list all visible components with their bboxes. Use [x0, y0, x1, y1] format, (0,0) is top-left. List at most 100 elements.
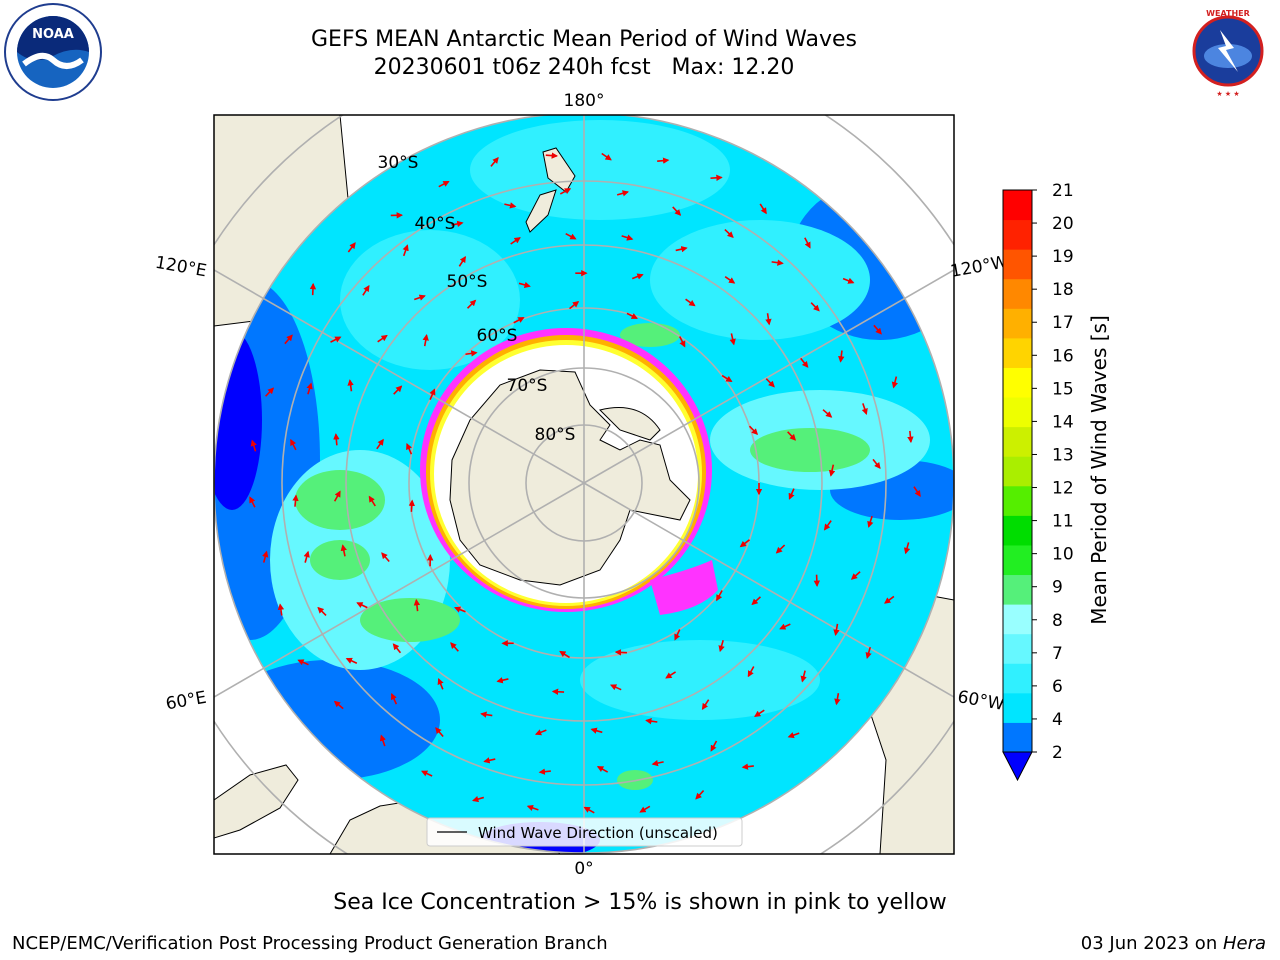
colorbar-tick-label: 13 [1052, 445, 1074, 465]
wind-wave-arrow [695, 790, 705, 800]
wind-wave-arrow [249, 496, 256, 508]
wind-wave-arrow [775, 544, 786, 554]
nws-logo: WEATHER ★ ★ ★ [1182, 5, 1274, 98]
lon-label-60e: 60°E [164, 688, 208, 715]
lat-label-30s: 30°S [378, 153, 419, 173]
graticule [214, 115, 954, 854]
wind-wave-arrow [891, 376, 898, 389]
wind-wave-arrow [362, 285, 370, 296]
colorbar-segment [1003, 692, 1032, 723]
wind-wave-arrow [657, 157, 670, 164]
colorbar-tick-label: 16 [1052, 346, 1074, 366]
wind-wave-arrow [420, 770, 433, 777]
lat-label-40s: 40°S [415, 214, 456, 234]
wind-wave-arrow [381, 552, 390, 562]
wind-wave-arrow [716, 590, 723, 602]
wind-wave-arrow [828, 464, 836, 477]
wind-wave-arrow [490, 156, 499, 167]
wind-wave-arrow [639, 805, 651, 813]
colorbar-tick-label: 21 [1052, 181, 1074, 201]
colorbar-label: Mean Period of Wind Waves [s] [1087, 315, 1111, 625]
wind-wave-arrow [284, 334, 293, 345]
wind-wave-arrow [679, 336, 686, 348]
wind-wave-arrow [724, 276, 736, 284]
colorbar-segment [1003, 544, 1032, 576]
wind-wave-arrow [834, 693, 841, 706]
wind-wave-arrow [590, 727, 603, 734]
wind-wave-arrow [779, 623, 791, 630]
wind-wave-arrow [413, 598, 421, 612]
colorbar-tick-label: 11 [1052, 512, 1074, 532]
wind-wave-arrow [429, 388, 436, 401]
chart-subtitle: 20230601 t06z 240h fcst Max: 12.20 [373, 55, 795, 80]
noaa-logo: NOAA [4, 3, 102, 101]
footer-credit: NCEP/EMC/Verification Post Processing Pr… [12, 933, 608, 954]
wind-wave-arrow [496, 677, 509, 684]
wind-wave-arrow [861, 403, 868, 416]
wind-wave-arrow [250, 439, 257, 452]
colorbar-segment [1003, 337, 1032, 368]
colorbar-tick-label: 9 [1052, 578, 1063, 598]
footer-host: Hera [1222, 933, 1266, 954]
wind-wave-arrow [435, 727, 444, 737]
lat-label-50s: 50°S [447, 272, 488, 292]
wind-wave-arrow [672, 206, 682, 216]
wind-wave-arrow [833, 623, 840, 636]
wind-wave-arrow [392, 643, 402, 654]
colorbar-segment [1003, 308, 1032, 339]
wind-wave-arrow [838, 350, 845, 363]
colorbar-extend-below [1002, 751, 1033, 782]
lat-label-70s: 70°S [507, 376, 548, 396]
wind-wave-arrow [559, 188, 572, 195]
colorbar-segment [1003, 249, 1032, 280]
colorbar-segment [1003, 367, 1032, 398]
wind-wave-arrow [665, 671, 677, 679]
colorbar-segment [1003, 426, 1032, 457]
wind-wave-arrow [303, 550, 310, 563]
wind-wave-arrow [596, 766, 609, 773]
wind-wave-arrow [290, 438, 297, 451]
wind-wave-arrow [466, 299, 477, 309]
wind-wave-arrow [504, 202, 517, 209]
wind-wave-arrow [518, 281, 531, 288]
colorbar-frame [1002, 189, 1033, 753]
colorbar-segment [1003, 604, 1032, 635]
wind-wave-arrow [390, 692, 398, 705]
colorbar-tick-label: 6 [1052, 677, 1063, 697]
wind-wave-arrow [788, 488, 795, 500]
wind-wave-arrow [754, 709, 765, 717]
wind-wave-arrow [850, 571, 861, 580]
wind-wave-arrow [710, 174, 723, 181]
wind-wave-arrow [787, 431, 797, 441]
wind-wave-arrow [614, 649, 627, 656]
wind-wave-arrow [356, 602, 368, 609]
wind-wave-arrow [645, 718, 658, 725]
colorbar-segment [1003, 485, 1032, 516]
wind-wave-arrow [545, 152, 559, 159]
wind-wave-arrow [347, 242, 356, 253]
wind-wave-arrows [249, 152, 921, 814]
wind-wave-arrow [884, 595, 895, 604]
wind-wave-arrow [534, 729, 547, 736]
lon-label-0: 0° [574, 859, 593, 879]
wind-wave-arrow [748, 425, 759, 436]
wind-wave-arrow [739, 539, 750, 548]
wind-wave-arrow [751, 596, 761, 606]
wind-wave-arrow [674, 629, 681, 641]
wind-wave-arrow [873, 324, 882, 335]
colorbar-segment [1003, 515, 1032, 546]
wind-wave-arrow [376, 438, 384, 450]
colorbar-tick-label: 7 [1052, 644, 1063, 664]
wind-wave-arrow [306, 382, 313, 395]
wind-wave-arrow [551, 688, 565, 695]
wind-wave-arrow [451, 220, 464, 228]
wind-wave-arrow [406, 442, 413, 455]
colorbar-segment [1003, 663, 1032, 694]
wind-wave-arrow [903, 542, 911, 555]
wind-wave-arrow [601, 152, 612, 161]
lon-label-120w: 120°W [949, 252, 1010, 282]
colorbar-tick-label: 2 [1052, 743, 1063, 763]
wind-wave-arrow [513, 316, 525, 324]
wind-wave-arrow [747, 666, 755, 678]
